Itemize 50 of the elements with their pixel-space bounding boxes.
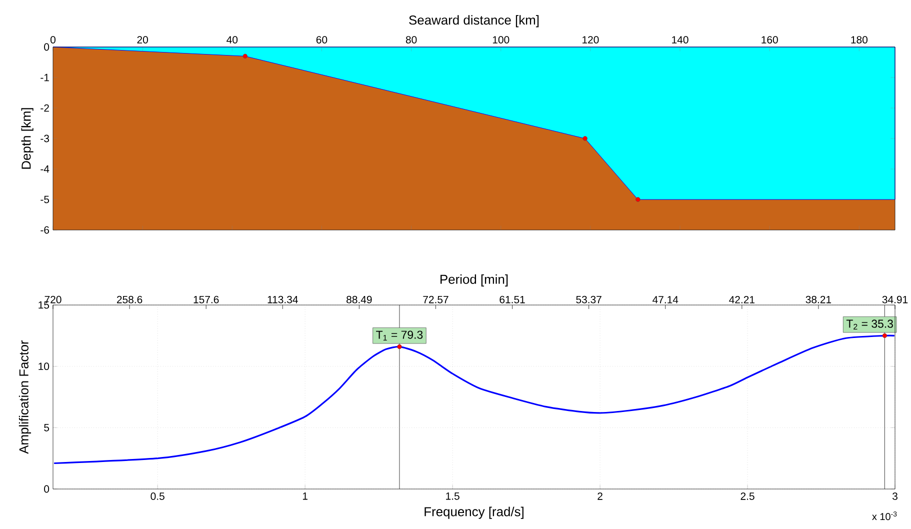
x-tick-label: 0.5: [150, 492, 164, 500]
point: [582, 136, 588, 141]
text: 53.37: [576, 296, 602, 304]
annotation: T$_{2}$ = 35.3: [846, 320, 893, 330]
y-tick-label: -4: [40, 165, 50, 173]
x-tick-label: 40: [226, 36, 238, 44]
x-tick-label: 1: [302, 492, 308, 500]
point: [636, 197, 640, 202]
y-tick-label: 15: [38, 301, 50, 309]
x-tick-label: 180: [851, 36, 868, 44]
x-tick-label: 80: [406, 36, 417, 44]
text: 88.49: [346, 296, 372, 304]
y-tick-label: 0: [44, 43, 50, 51]
y-axis-title: Depth [km]: [21, 108, 34, 169]
x-tick-label: 3: [892, 492, 898, 500]
text: 42.21: [729, 296, 754, 304]
text: 157.6: [194, 296, 219, 304]
y-tick-label: -2: [40, 104, 49, 112]
x-tick-label: 160: [762, 36, 778, 44]
annotation: T$_{1}$ = 79.3: [376, 330, 423, 341]
x-tick-label: 100: [492, 36, 510, 44]
text: 720: [44, 296, 62, 304]
x-tick-label: 0: [50, 36, 56, 44]
y-tick-label: -1: [40, 74, 49, 82]
y-tick-label: 0: [44, 485, 50, 493]
text: 47.14: [652, 296, 678, 304]
text: 72.57: [423, 296, 448, 304]
x-axis-title: Frequency [rad/s]: [424, 506, 524, 519]
text: 258.6: [116, 296, 142, 304]
text: 113.34: [268, 296, 298, 304]
x-axis-title: Seaward distance [km]: [409, 15, 539, 28]
text: 38.21: [806, 296, 832, 304]
x-tick-label: 20: [137, 36, 148, 44]
text: 34.91: [882, 296, 908, 304]
x-tick-label: 140: [672, 36, 688, 44]
y-tick-label: 10: [38, 362, 50, 370]
y-axis-title: Amplification Factor: [18, 340, 32, 454]
text: 61.51: [500, 296, 525, 304]
x2-axis-title: Period [min]: [440, 274, 508, 286]
point: [242, 54, 248, 58]
x-tick-label: 1.5: [446, 492, 460, 500]
y-tick-label: -6: [40, 226, 50, 234]
y-tick-label: -5: [40, 196, 50, 204]
x-tick-label: 60: [316, 36, 328, 44]
x-tick-label: 2: [598, 492, 602, 500]
x-tick-label: 2.5: [740, 492, 754, 500]
text: x 10$^{-3}$: [872, 512, 897, 520]
y-tick-label: 5: [44, 424, 50, 432]
y-tick-label: -3: [40, 134, 50, 142]
x-tick-label: 120: [582, 36, 599, 44]
